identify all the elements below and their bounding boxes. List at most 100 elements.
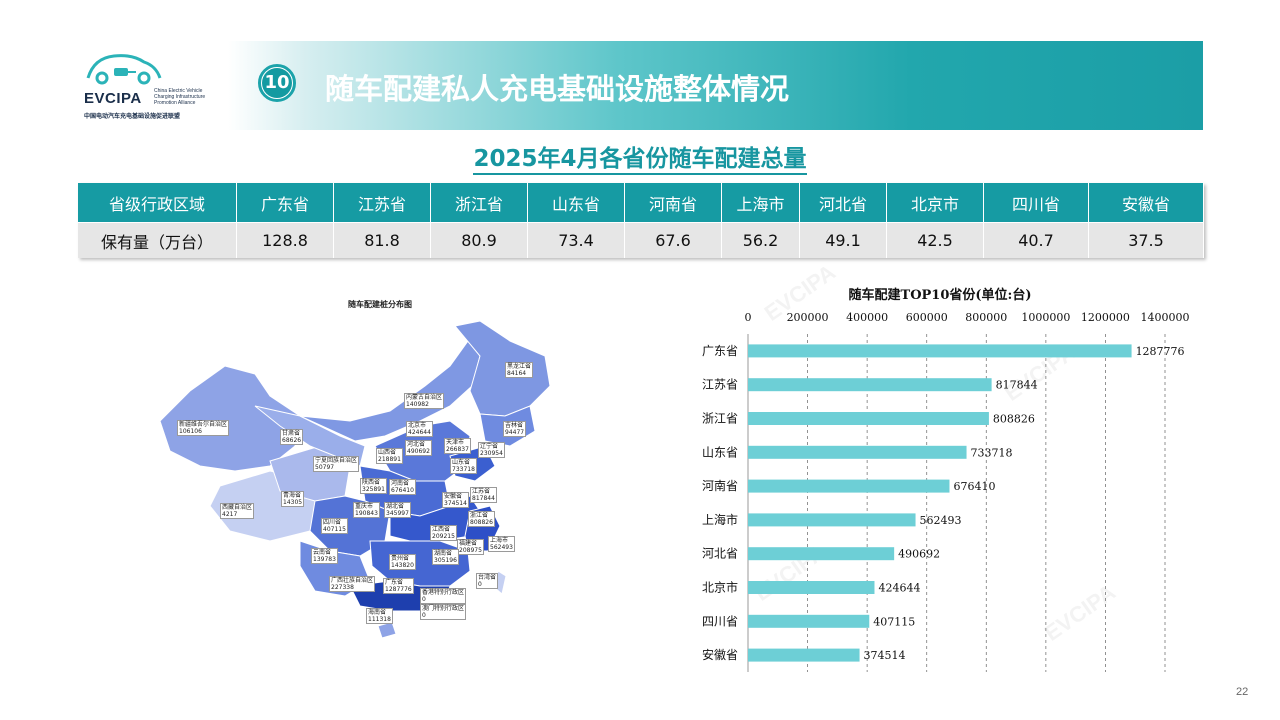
category-label: 北京市 <box>702 580 738 595</box>
car-plug-logo-icon <box>86 54 162 85</box>
x-tick-label: 0 <box>745 311 752 324</box>
map-label-fujian: 福建省 208975 <box>457 539 484 555</box>
bar <box>748 445 967 459</box>
category-label: 广东省 <box>702 344 738 358</box>
data-label: 562493 <box>920 514 962 527</box>
category-label: 山东省 <box>702 445 738 459</box>
data-label: 407115 <box>873 615 915 628</box>
map-label-gansu: 甘肃省 68626 <box>280 429 304 445</box>
x-tick-label: 1000000 <box>1021 311 1070 324</box>
table-head-cell: 四川省 <box>983 183 1089 223</box>
map-label-liaoning: 辽宁省 230954 <box>478 442 505 458</box>
map-label-guangxi: 广西壮族自治区 227338 <box>329 576 376 592</box>
map-label-chongqing: 重庆市 190843 <box>353 502 380 518</box>
bar <box>748 547 895 561</box>
map-label-qinghai: 青海省 14305 <box>281 491 305 507</box>
table-row-label: 保有量（万台） <box>78 222 237 258</box>
map-label-jiangxi: 江西省 209215 <box>430 525 457 541</box>
page-number: 22 <box>1236 686 1249 698</box>
table-cell: 56.2 <box>721 222 800 258</box>
bar <box>748 513 916 527</box>
category-label: 河北省 <box>702 547 738 561</box>
map-label-macau: 澳门特别行政区 0 <box>420 604 467 620</box>
map-label-hainan: 海南省 111318 <box>366 608 393 624</box>
bar <box>748 344 1132 358</box>
table-cell: 73.4 <box>527 222 625 258</box>
map-label-guizhou: 贵州省 143820 <box>389 554 416 570</box>
data-label: 374514 <box>864 649 906 662</box>
table-cell: 81.8 <box>333 222 431 258</box>
map-label-taiwan: 台湾省 0 <box>476 573 499 589</box>
bar-chart-svg: 随车配建TOP10省份(单位:台) 0 200000 400000 600000 8000… <box>702 287 1190 672</box>
map-label-shanghai: 上海市 562493 <box>488 536 515 552</box>
bar <box>748 378 992 392</box>
map-label-xinjiang: 新疆维吾尔自治区 106106 <box>177 420 230 436</box>
map-label-hubei: 湖北省 345997 <box>384 502 411 518</box>
map-label-inner-mongolia: 内蒙古自治区 140982 <box>404 393 445 409</box>
data-label: 676410 <box>953 480 995 493</box>
data-label: 424644 <box>878 582 920 595</box>
map-title: 随车配建桩分布图 <box>348 300 412 309</box>
bar <box>748 614 870 628</box>
header-banner <box>228 41 1203 130</box>
bar <box>748 412 989 425</box>
map-label-ningxia: 宁夏回族自治区 50797 <box>313 456 360 472</box>
data-label: 808826 <box>993 413 1035 426</box>
table-head-cell: 广东省 <box>236 183 334 223</box>
data-label: 817844 <box>996 379 1038 392</box>
map-label-hongkong: 香港特别行政区 0 <box>420 588 467 604</box>
map-label-beijing: 北京市 424644 <box>406 421 433 437</box>
table-cell: 37.5 <box>1088 222 1204 258</box>
data-label: 490692 <box>898 548 940 561</box>
x-tick-label: 800000 <box>965 311 1007 324</box>
x-tick-label: 1400000 <box>1141 311 1190 324</box>
map-label-zhejiang: 浙江省 808826 <box>468 511 495 527</box>
table-header-row: 省级行政区域 广东省 江苏省 浙江省 山东省 河南省 上海市 河北省 北京市 四… <box>78 183 1204 223</box>
table-cell: 128.8 <box>236 222 334 258</box>
table-title: 2025年4月各省份随车配建总量 <box>0 139 1280 175</box>
chart-title: 随车配建TOP10省份(单位:台) <box>849 287 1032 303</box>
province-summary-table: 省级行政区域 广东省 江苏省 浙江省 山东省 河南省 上海市 河北省 北京市 四… <box>78 183 1204 258</box>
table-head-cell: 山东省 <box>527 183 625 223</box>
evcipa-logo: EVCIPA China Electric Vehicle Charging I… <box>84 48 214 126</box>
data-label: 733718 <box>971 446 1013 459</box>
bar <box>748 648 860 662</box>
table-cell: 80.9 <box>430 222 528 258</box>
table-cell: 42.5 <box>886 222 984 258</box>
x-tick-label: 200000 <box>787 311 829 324</box>
map-label-shandong: 山东省 733718 <box>450 458 477 474</box>
map-label-tibet: 西藏自治区 4217 <box>220 503 255 519</box>
map-label-jiangsu: 江苏省 817844 <box>470 487 497 503</box>
table-cell: 49.1 <box>799 222 887 258</box>
map-label-hebei: 河北省 490692 <box>405 440 432 456</box>
bar <box>748 581 875 594</box>
table-head-label: 省级行政区域 <box>78 183 237 223</box>
map-label-anhui: 安徽省 374514 <box>442 492 469 508</box>
category-label: 四川省 <box>702 614 738 628</box>
x-tick-label: 600000 <box>906 311 948 324</box>
table-cell: 67.6 <box>624 222 722 258</box>
map-label-heilongjiang: 黑龙江省 84164 <box>505 362 534 378</box>
table-head-cell: 河南省 <box>624 183 722 223</box>
section-number-badge: 10 <box>258 64 296 102</box>
map-label-tianjin: 天津市 266837 <box>444 438 471 454</box>
category-label: 上海市 <box>702 512 738 527</box>
x-tick-label: 1200000 <box>1081 311 1130 324</box>
map-label-henan: 河南省 676410 <box>389 479 416 495</box>
page-title: 随车配建私人充电基础设施整体情况 <box>325 72 790 106</box>
bar <box>748 479 950 493</box>
table-head-cell: 北京市 <box>886 183 984 223</box>
distribution-map: 随车配建桩分布图 黑龙江省 8416 <box>150 296 610 686</box>
logo-chinese-name: 中国电动汽车充电基础设施促进联盟 <box>84 113 181 120</box>
x-tick-label: 400000 <box>846 311 888 324</box>
table-head-cell: 安徽省 <box>1088 183 1204 223</box>
table-value-row: 保有量（万台） 128.8 81.8 80.9 73.4 67.6 56.2 4… <box>78 222 1204 258</box>
table-head-cell: 浙江省 <box>430 183 528 223</box>
section-number: 10 <box>262 68 292 98</box>
category-label: 浙江省 <box>702 412 738 426</box>
map-label-sichuan: 四川省 407115 <box>321 518 348 534</box>
table-cell: 40.7 <box>983 222 1089 258</box>
table-head-cell: 上海市 <box>721 183 800 223</box>
category-label: 安徽省 <box>702 647 738 662</box>
category-label: 河南省 <box>702 478 738 493</box>
